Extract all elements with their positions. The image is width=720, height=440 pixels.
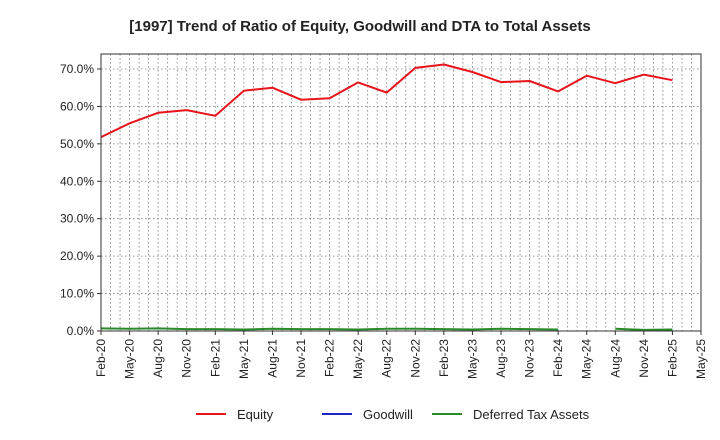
legend-label-2: Deferred Tax Assets — [473, 407, 590, 422]
plot-frame — [100, 53, 702, 332]
legend-label-0: Equity — [237, 407, 274, 422]
y-tick-label-2: 20.0% — [60, 249, 94, 263]
x-axis-ticks: Feb-20 May-20 Aug-20 Nov-20 Feb-21 May-21 Aug-… — [94, 331, 708, 379]
series-layer — [100, 63, 673, 331]
y-tick-label-5: 50.0% — [60, 137, 94, 151]
chart-title: [1997] Trend of Ratio of Equity, Goodwil… — [129, 18, 590, 35]
x-tick-label-20: Feb-25 — [665, 339, 679, 377]
series-line-2-1 — [615, 327, 673, 331]
x-tick-label-2: Aug-20 — [151, 339, 165, 378]
x-tick-label-16: Feb-24 — [551, 339, 565, 377]
x-tick-label-8: Feb-22 — [323, 339, 337, 377]
series-2 — [100, 327, 673, 331]
x-tick-label-13: May-23 — [465, 339, 479, 379]
y-tick-label-1: 10.0% — [60, 287, 94, 301]
x-tick-label-5: May-21 — [237, 339, 251, 379]
x-tick-label-11: Nov-22 — [408, 339, 422, 378]
series-line-2-0 — [100, 327, 559, 331]
y-axis-ticks: 0.0% 10.0% 20.0% 30.0% 40.0% 50.0% 60.0% 70.0% — [60, 62, 101, 338]
x-tick-label-19: Nov-24 — [637, 339, 651, 378]
x-tick-label-1: May-20 — [123, 339, 137, 379]
y-tick-label-4: 40.0% — [60, 174, 94, 188]
legend-label-1: Goodwill — [363, 407, 413, 422]
x-tick-label-4: Feb-21 — [208, 339, 222, 377]
legend: Equity Goodwill Deferred Tax Assets — [196, 407, 590, 422]
x-tick-label-7: Nov-21 — [294, 339, 308, 378]
y-tick-label-3: 30.0% — [60, 212, 94, 226]
x-tick-label-18: Aug-24 — [608, 339, 622, 378]
x-tick-label-21: May-25 — [694, 339, 708, 379]
y-tick-label-7: 70.0% — [60, 62, 94, 76]
grid — [101, 54, 701, 331]
x-tick-label-6: Aug-21 — [265, 339, 279, 378]
x-tick-label-12: Feb-23 — [437, 339, 451, 377]
x-tick-label-9: May-22 — [351, 339, 365, 379]
x-tick-label-15: Nov-23 — [523, 339, 537, 378]
x-tick-label-10: Aug-22 — [380, 339, 394, 378]
y-tick-label-0: 0.0% — [67, 324, 95, 338]
x-tick-label-17: May-24 — [580, 339, 594, 379]
x-tick-label-3: Nov-20 — [180, 339, 194, 378]
x-tick-label-0: Feb-20 — [94, 339, 108, 377]
series-line-0-0 — [100, 63, 673, 139]
y-tick-label-6: 60.0% — [60, 99, 94, 113]
series-0 — [100, 63, 673, 139]
x-tick-label-14: Aug-23 — [494, 339, 508, 378]
